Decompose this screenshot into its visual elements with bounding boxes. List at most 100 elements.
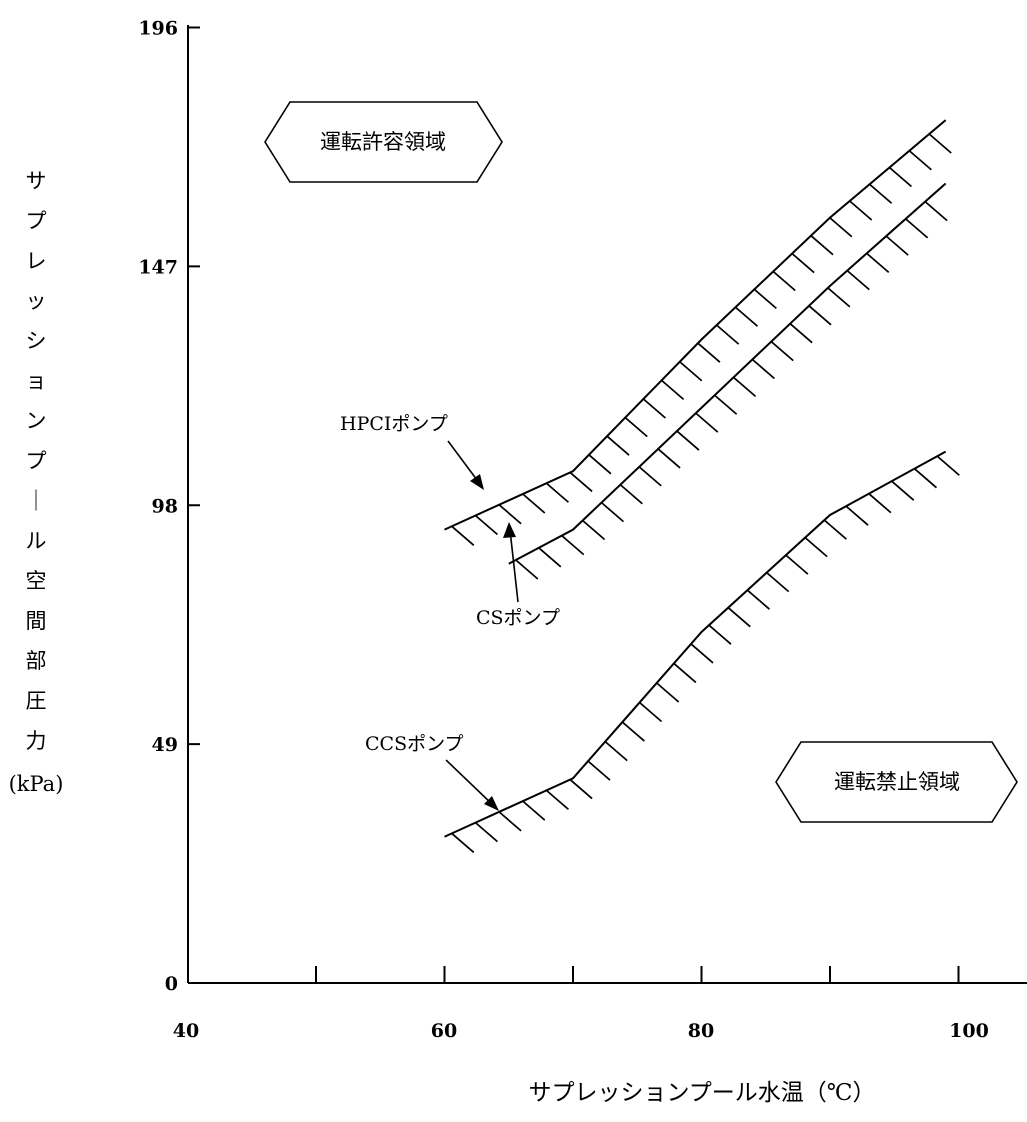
hpci-hatch-mark: [642, 398, 666, 419]
cs-curve-group: [508, 182, 948, 580]
y-axis-label-char: ル: [26, 529, 47, 553]
x-tick-label: 100: [949, 1020, 989, 1042]
hpci-hatch-mark: [734, 306, 759, 327]
cs-hatch-mark: [619, 484, 643, 505]
hpci-hatch-mark: [908, 150, 932, 171]
x-tick-label: 80: [688, 1020, 714, 1042]
ccs-hatch-mark: [766, 572, 790, 593]
cs-hatch-mark: [582, 519, 606, 541]
hpci-hatch-mark: [498, 504, 522, 525]
cs-hatch-mark: [827, 287, 851, 308]
y-axis-label-char: シ: [26, 329, 47, 353]
ccs-hatch-mark: [845, 505, 869, 526]
y-tick-label: 196: [138, 18, 178, 40]
ccs-hatch-mark: [891, 480, 915, 501]
y-tick-label: 49: [152, 734, 178, 756]
ccs-hatch-mark: [587, 760, 611, 781]
hpci-hatch-mark: [679, 361, 703, 382]
ccs-hatch-mark: [569, 778, 593, 800]
ccs-hatch-mark: [545, 789, 569, 810]
cs-hatch-mark: [561, 534, 585, 556]
ccs-hatch-mark: [638, 701, 663, 723]
cs-hatch-mark: [695, 412, 719, 433]
ccs-hatch-mark: [727, 607, 751, 628]
allowed-region-badge: 運転許容領域: [264, 101, 503, 183]
cs-hatch-mark: [657, 448, 681, 469]
ccs-hatch-mark: [936, 455, 960, 476]
y-axis-label-char: ｜: [26, 489, 47, 513]
hpci-hatch-mark: [772, 270, 796, 292]
hpci-hatch-mark: [928, 133, 952, 154]
cs-curve-line: [508, 182, 947, 565]
cs-pump-label: CSポンプ: [476, 607, 560, 629]
hpci-hatch-mark: [697, 342, 721, 363]
cs-hatch-mark: [676, 430, 700, 451]
hpci-hatch-mark: [606, 435, 630, 456]
y-axis-unit: (kPa): [9, 772, 64, 796]
hpci-hatch-mark: [588, 454, 612, 475]
hpci-hatch-mark: [869, 183, 893, 204]
hpci-curve-line: [444, 119, 947, 531]
ccs-hatch-mark: [708, 624, 732, 645]
y-axis-label-char: 空: [26, 569, 47, 593]
ccs-hatch-mark: [913, 468, 938, 489]
hpci-hatch-mark: [888, 166, 913, 188]
hpci-hatch-mark: [522, 493, 546, 514]
y-axis-label-char: サ: [26, 169, 47, 193]
cs-hatch-mark: [538, 547, 562, 568]
cs-hatch-mark: [600, 501, 625, 523]
cs-hatch-mark: [751, 358, 775, 380]
cs-hatch-mark: [846, 269, 870, 291]
hpci-callout: HPCIポンプ: [340, 413, 484, 490]
hpci-hatch-mark: [810, 235, 834, 256]
ccs-hatch-mark: [656, 682, 680, 703]
curves: [444, 119, 960, 854]
ccs-callout: CCSポンプ: [365, 733, 499, 811]
hpci-hatch-mark: [661, 379, 685, 401]
ccs-hatch-mark: [673, 662, 697, 684]
y-axis-label-char: プ: [26, 449, 47, 473]
ccs-hatch-mark: [690, 643, 714, 664]
ccs-hatch-mark: [604, 740, 628, 762]
hpci-hatch-mark: [545, 482, 569, 503]
ccs-curve-line: [444, 450, 947, 838]
hpci-hatch-mark: [474, 514, 498, 536]
y-axis-label-char: 力: [26, 729, 47, 753]
hpci-hatch-mark: [829, 217, 853, 238]
allowed-region-label: 運転許容領域: [320, 130, 446, 154]
ccs-hatch-mark: [451, 832, 475, 854]
y-axis-label-char: レ: [26, 249, 47, 273]
axes: [187, 25, 1027, 984]
hpci-hatch-mark: [753, 288, 777, 310]
hpci-hatch-mark: [451, 525, 475, 546]
cs-hatch-mark: [789, 323, 813, 344]
y-axis-label-char: ン: [26, 409, 47, 433]
hpci-hatch-mark: [569, 471, 593, 493]
ccs-hatch-mark: [823, 519, 847, 540]
y-axis-label-char: 圧: [26, 689, 47, 713]
ccs-pump-label: CCSポンプ: [365, 733, 464, 755]
y-tick-label: 98: [152, 495, 178, 517]
x-axis-title: サプレッションプール水温（℃）: [528, 1080, 875, 1106]
cs-hatch-mark: [770, 340, 794, 362]
hpci-curve-group: [444, 119, 952, 546]
y-axis-label-char: プ: [26, 209, 47, 233]
cs-hatch-mark: [885, 235, 909, 256]
y-axis-label-char: 間: [26, 609, 47, 633]
y-axis-label-char: 部: [26, 649, 47, 673]
cs-hatch-mark: [905, 218, 929, 239]
y-tick-label: 0: [165, 973, 178, 995]
ccs-hatch-mark: [522, 800, 546, 821]
cs-hatch-mark: [515, 559, 539, 580]
hpci-hatch-mark: [791, 252, 815, 274]
cs-hatch-mark: [808, 305, 832, 326]
hpci-hatch-mark: [849, 200, 873, 221]
cs-hatch-mark: [714, 394, 738, 415]
ccs-hatch-mark: [785, 554, 809, 575]
ccs-hatch-mark: [621, 721, 645, 742]
cs-hatch-mark: [638, 466, 662, 487]
y-axis-label-char: ョ: [26, 369, 47, 393]
cs-hatch-mark: [732, 376, 757, 398]
hpci-pump-label: HPCIポンプ: [340, 413, 448, 435]
